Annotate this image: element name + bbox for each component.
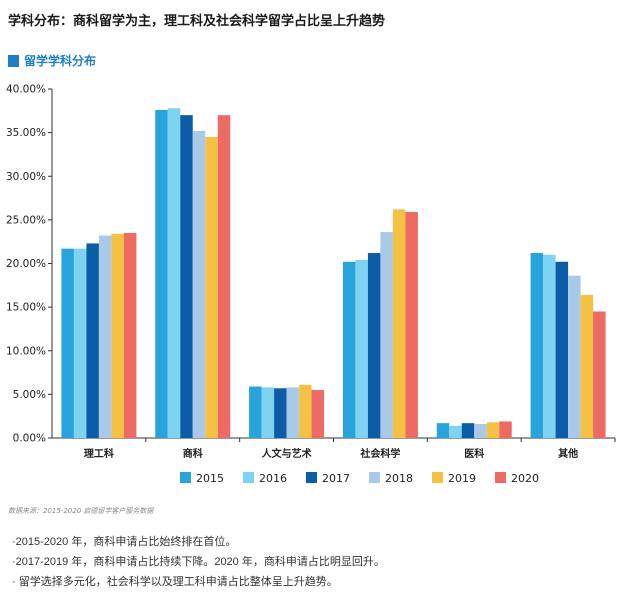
y-tick-label: 5.00% [13, 389, 46, 401]
bar-2018-0 [98, 235, 112, 438]
y-tick-label: 15.00% [6, 302, 46, 314]
data-source: 数据来源：2015-2020 启德留学客户服务数据 [8, 507, 154, 515]
bar-2020-3 [405, 212, 418, 438]
bar-2017-0 [86, 243, 99, 438]
note-3: · 留学选择多元化，社会科学以及理工科申请占比整体呈上升趋势。 [12, 576, 338, 588]
y-tick-label: 20.00% [6, 258, 46, 270]
legend-swatch-2017 [306, 472, 317, 483]
x-tick-label: 人文与艺术 [262, 447, 312, 460]
bar-2015-4 [436, 423, 450, 438]
x-tick-label: 其他 [558, 447, 578, 460]
bar-2018-3 [380, 232, 393, 438]
bar-2019-0 [111, 233, 124, 438]
bar-2015-1 [155, 109, 168, 438]
bar-2019-3 [392, 209, 406, 438]
y-tick-label: 35.00% [6, 127, 46, 139]
page-title: 学科分布：商科留学为主，理工科及社会科学留学占比呈上升趋势 [8, 14, 386, 29]
bar-2018-1 [192, 130, 206, 438]
bar-2015-0 [61, 248, 74, 438]
legend-swatch-2016 [243, 472, 254, 483]
note-2: ·2017-2019 年，商科申请占比持续下降。2020 年，商科申请占比明显回… [12, 556, 385, 568]
y-tick-label: 10.00% [6, 345, 46, 357]
bar-2017-5 [555, 261, 569, 438]
bar-2019-2 [299, 384, 312, 438]
legend-label-2017: 2017 [322, 472, 350, 485]
bar-2017-1 [180, 115, 193, 439]
bar-2017-4 [461, 423, 475, 438]
legend-swatch-2020 [495, 472, 506, 483]
section-heading: 留学学科分布 [8, 52, 96, 69]
bar-2019-5 [580, 294, 594, 438]
x-tick-label: 医科 [464, 447, 484, 460]
bar-2016-0 [73, 248, 87, 438]
y-tick-label: 0.00% [13, 433, 46, 445]
x-tick-label: 理工科 [84, 447, 114, 460]
bar-2016-3 [355, 260, 368, 438]
legend-label-2015: 2015 [196, 472, 224, 485]
bar-2017-2 [274, 388, 287, 438]
y-tick-label: 25.00% [6, 214, 46, 226]
note-1: ·2015-2020 年，商科申请占比始终排在首位。 [12, 536, 237, 548]
bar-2015-2 [249, 386, 262, 438]
bar-2017-3 [367, 253, 381, 438]
bar-2020-0 [123, 232, 137, 438]
bar-2020-2 [311, 390, 325, 438]
bar-2018-5 [568, 275, 581, 438]
bar-2020-1 [217, 115, 231, 439]
y-tick-label: 40.00% [6, 84, 46, 96]
section-marker [8, 54, 19, 67]
bar-2016-5 [543, 254, 556, 438]
bar-2018-4 [474, 424, 487, 438]
y-tick-label: 30.00% [6, 171, 46, 183]
bar-2020-4 [499, 421, 512, 438]
legend-swatch-2019 [432, 472, 443, 483]
bar-2018-2 [286, 387, 300, 438]
section-label: 留学学科分布 [24, 54, 97, 68]
legend-label-2018: 2018 [385, 472, 413, 485]
bar-2015-5 [530, 253, 544, 438]
bar-2015-3 [342, 261, 356, 438]
legend-swatch-2015 [180, 472, 191, 483]
bar-2016-1 [167, 108, 181, 438]
x-tick-label: 商科 [183, 447, 203, 460]
legend-swatch-2018 [369, 472, 380, 483]
bar-2019-4 [486, 422, 500, 438]
bar-2019-1 [205, 136, 218, 439]
legend-label-2020: 2020 [511, 472, 539, 485]
bar-2016-4 [449, 425, 462, 438]
bar-chart: 0.00% 5.00% 10.00% 15.00% 20.00% 25.00% 30.00%… [6, 84, 616, 485]
legend-label-2016: 2016 [259, 472, 287, 485]
bar-2016-2 [261, 387, 275, 438]
legend-label-2019: 2019 [448, 472, 476, 485]
x-tick-label: 社会科学 [359, 447, 400, 460]
bar-2020-5 [593, 311, 606, 438]
